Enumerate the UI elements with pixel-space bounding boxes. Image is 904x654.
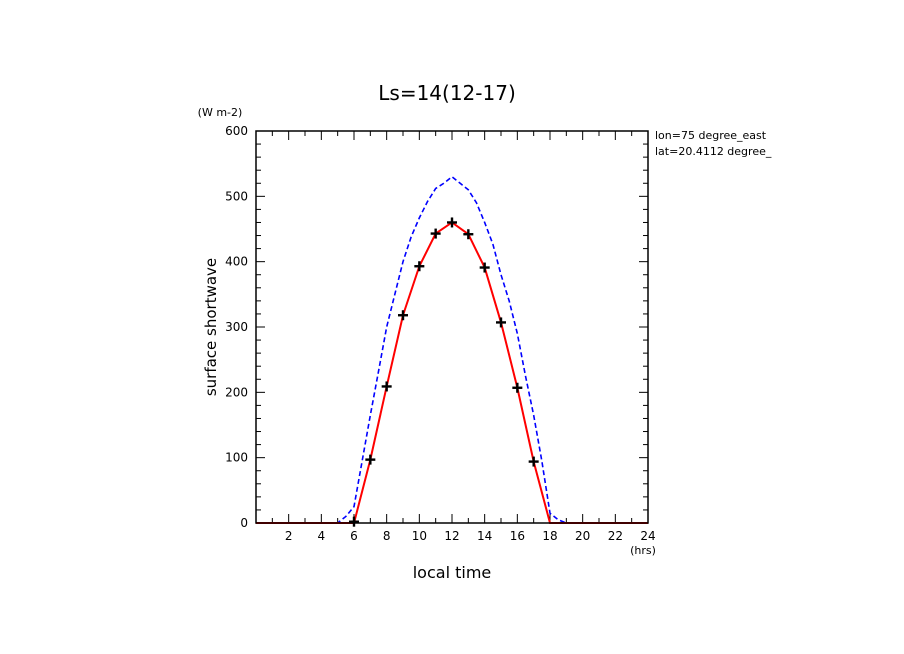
x-tick-label: 12 [444, 529, 459, 543]
x-tick-label: 4 [318, 529, 326, 543]
annotation-lon: lon=75 degree_east [655, 129, 767, 142]
data-point-marker [496, 317, 506, 328]
series-line-solid [256, 221, 648, 524]
y-unit-label: (W m-2) [198, 106, 243, 119]
data-point-marker [463, 229, 474, 240]
data-point-marker [414, 261, 425, 272]
data-point-marker [479, 262, 490, 273]
data-point-marker [365, 454, 376, 465]
data-point-marker [381, 381, 392, 392]
x-tick-label: 20 [575, 529, 590, 543]
x-tick-label: 16 [510, 529, 525, 543]
data-point-marker [398, 310, 408, 321]
data-point-marker [528, 456, 539, 467]
y-tick-label: 100 [225, 451, 248, 465]
plot-frame [255, 130, 649, 524]
y-tick-label: 500 [225, 189, 248, 203]
x-tick-label: 18 [542, 529, 557, 543]
data-point-marker [349, 516, 359, 527]
x-tick-label: 22 [608, 529, 623, 543]
annotation-lat: lat=20.4112 degree_ [655, 145, 772, 158]
x-tick-label: 6 [350, 529, 358, 543]
x-tick-label: 8 [383, 529, 391, 543]
x-unit-label: (hrs) [630, 544, 656, 557]
x-axis-label: local time [413, 563, 492, 582]
x-tick-label: 24 [640, 529, 655, 543]
y-tick-label: 400 [225, 255, 248, 269]
series-line-dashed [256, 175, 648, 524]
x-tick-label: 10 [412, 529, 427, 543]
data-point-marker [512, 382, 523, 393]
y-tick-label: 0 [240, 516, 248, 530]
chart-title: Ls=14(12-17) [378, 81, 516, 105]
x-tick-label: 2 [285, 529, 293, 543]
y-tick-label: 600 [225, 124, 248, 138]
data-point-marker [447, 217, 457, 228]
y-axis-label: surface shortwave [202, 258, 220, 396]
y-tick-label: 300 [225, 320, 248, 334]
data-point-marker [430, 228, 441, 239]
y-tick-label: 200 [225, 385, 248, 399]
x-tick-label: 14 [477, 529, 492, 543]
